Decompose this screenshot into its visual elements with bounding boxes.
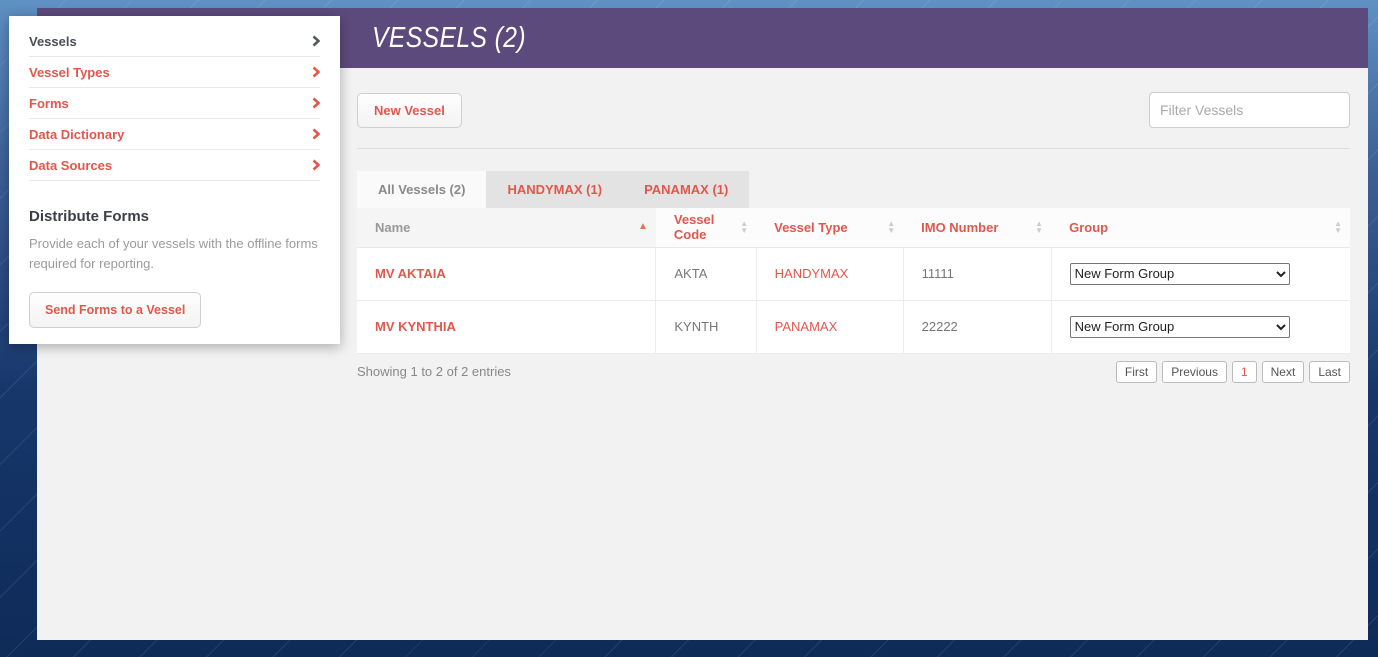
- sort-icon: ▲ ▼: [740, 219, 749, 236]
- sidebar-item-vessel-types[interactable]: Vessel Types: [29, 57, 320, 88]
- app-window: VESSELS (2) New Vessel All Vessels (2) H…: [37, 8, 1368, 640]
- vessel-name-link[interactable]: MV AKTAIA: [357, 247, 656, 301]
- column-header-vessel-type[interactable]: Vessel Type ▲ ▼: [756, 208, 904, 248]
- sidebar-item-label: Vessels: [29, 33, 77, 49]
- sidebar-item-vessels[interactable]: Vessels: [29, 26, 320, 57]
- sidebar-item-label: Data Sources: [29, 157, 113, 173]
- sidebar-menu: Vessels Vessel Types Forms Data Dictiona…: [9, 26, 340, 181]
- page-title: VESSELS (2): [372, 21, 527, 54]
- chevron-right-icon: [312, 97, 320, 109]
- sidebar-item-data-sources[interactable]: Data Sources: [29, 150, 320, 181]
- distribute-forms-heading: Distribute Forms: [29, 208, 150, 225]
- chevron-right-icon: [312, 66, 320, 78]
- vessel-name-link[interactable]: MV KYNTHIA: [357, 300, 656, 354]
- distribute-forms-section: Distribute Forms Provide each of your ve…: [9, 208, 340, 329]
- table-row: MV AKTAIA AKTA HANDYMAX 11111 New Form G…: [357, 247, 1350, 301]
- group-select[interactable]: New Form Group: [1069, 262, 1290, 285]
- table-header-row: Name ▲ Vessel Code ▲ ▼ Ve: [357, 208, 1350, 248]
- sidebar-item-label: Data Dictionary: [29, 126, 125, 142]
- sidebar-item-forms[interactable]: Forms: [29, 88, 320, 119]
- tab-handymax[interactable]: HANDYMAX (1): [486, 171, 624, 208]
- group-cell: New Form Group: [1050, 247, 1350, 301]
- vessel-code-cell: AKTA: [655, 247, 757, 301]
- pagination: First Previous 1 Next Last: [1115, 360, 1350, 383]
- vessels-table: Name ▲ Vessel Code ▲ ▼ Ve: [357, 208, 1350, 354]
- imo-number-cell: 22222: [902, 300, 1052, 354]
- pagination-page-1-button[interactable]: 1: [1231, 360, 1257, 383]
- sort-icon: ▲ ▼: [887, 219, 896, 236]
- column-header-label: Vessel Type: [774, 219, 848, 235]
- filter-vessels-input[interactable]: [1149, 92, 1350, 128]
- new-vessel-button[interactable]: New Vessel: [357, 92, 462, 128]
- table-footer: Showing 1 to 2 of 2 entries First Previo…: [357, 360, 1350, 383]
- tab-all-vessels[interactable]: All Vessels (2): [357, 171, 487, 208]
- sidebar-item-label: Forms: [29, 95, 69, 111]
- pagination-next-button[interactable]: Next: [1261, 360, 1305, 383]
- pagination-last-button[interactable]: Last: [1309, 360, 1350, 383]
- chevron-right-icon: [312, 35, 320, 47]
- column-header-name[interactable]: Name ▲: [357, 208, 656, 248]
- tab-panamax[interactable]: PANAMAX (1): [623, 171, 750, 208]
- sort-icon: ▲ ▼: [1334, 219, 1342, 236]
- column-header-label: Vessel Code: [673, 212, 715, 243]
- sidebar-item-data-dictionary[interactable]: Data Dictionary: [29, 119, 320, 150]
- chevron-right-icon: [312, 128, 320, 140]
- pagination-previous-button[interactable]: Previous: [1162, 360, 1227, 383]
- column-header-label: IMO Number: [921, 219, 999, 235]
- sort-icon: ▲ ▼: [1035, 219, 1044, 236]
- chevron-right-icon: [312, 159, 320, 171]
- sidebar-item-label: Vessel Types: [29, 64, 110, 80]
- vessel-code-cell: KYNTH: [655, 300, 757, 354]
- pagination-first-button[interactable]: First: [1115, 360, 1158, 383]
- column-header-imo-number[interactable]: IMO Number ▲ ▼: [903, 208, 1052, 248]
- column-header-vessel-code[interactable]: Vessel Code ▲ ▼: [655, 208, 757, 248]
- vessel-type-link[interactable]: PANAMAX: [755, 300, 904, 354]
- sort-ascending-icon: ▲: [637, 221, 648, 233]
- vessel-type-link[interactable]: HANDYMAX: [755, 247, 904, 301]
- group-cell: New Form Group: [1050, 300, 1350, 354]
- main-content: New Vessel All Vessels (2) HANDYMAX (1) …: [357, 68, 1350, 640]
- distribute-forms-description: Provide each of your vessels with the of…: [29, 236, 318, 272]
- column-header-label: Group: [1069, 219, 1109, 235]
- table-row: MV KYNTHIA KYNTH PANAMAX 22222 New Form …: [357, 300, 1350, 354]
- toolbar: New Vessel: [357, 92, 1350, 128]
- sidebar-menu-panel: Vessels Vessel Types Forms Data Dictiona…: [9, 16, 340, 345]
- send-forms-button[interactable]: Send Forms to a Vessel: [29, 292, 202, 329]
- imo-number-cell: 11111: [902, 247, 1052, 301]
- vessel-tabs: All Vessels (2) HANDYMAX (1) PANAMAX (1): [357, 171, 1350, 208]
- showing-entries-text: Showing 1 to 2 of 2 entries: [357, 364, 511, 379]
- column-header-group[interactable]: Group ▲ ▼: [1051, 208, 1350, 248]
- toolbar-divider: [357, 148, 1350, 149]
- column-header-label: Name: [375, 219, 411, 235]
- group-select[interactable]: New Form Group: [1069, 315, 1290, 338]
